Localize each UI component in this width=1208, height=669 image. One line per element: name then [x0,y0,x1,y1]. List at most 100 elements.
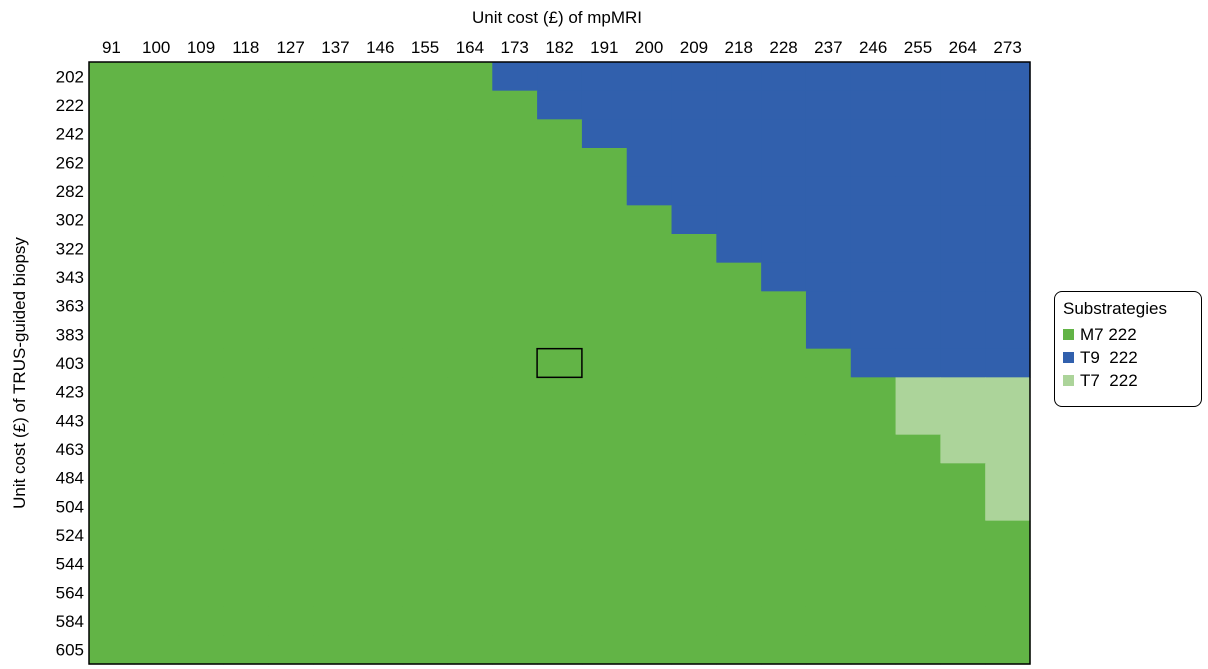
heatmap-cell [671,176,717,206]
heatmap-cell [178,262,225,292]
heatmap-cell [357,549,404,579]
heatmap-cell [89,205,135,235]
heatmap-cell [761,62,807,92]
heatmap-cell [940,520,986,550]
heatmap-cell [223,377,269,407]
x-tick-label: 246 [859,38,887,57]
heatmap-cell [805,320,852,350]
heatmap-cell [581,205,628,235]
heatmap-cell [89,492,135,522]
heatmap-cell [985,406,1031,436]
heatmap-cell [805,205,852,235]
heatmap-cell [716,463,762,493]
legend-swatch-t9 [1063,352,1074,363]
heatmap-cell [985,62,1031,92]
heatmap-cell [850,520,897,550]
heatmap-cell [805,406,852,436]
heatmap-cell [178,62,225,92]
heatmap-cell [716,492,762,522]
heatmap-cell [537,492,583,522]
heatmap-cell [447,520,493,550]
heatmap-cell [492,320,538,350]
heatmap-cell [716,606,762,636]
heatmap-cell [178,406,225,436]
heatmap-cell [447,262,493,292]
heatmap-cell [581,434,628,464]
heatmap-cell [313,205,359,235]
heatmap-cell [133,176,180,206]
heatmap-cell [985,291,1031,321]
heatmap-cell [761,348,807,378]
heatmap-cell [805,520,852,550]
heatmap-cell [223,434,269,464]
heatmap-cell [537,119,583,149]
heatmap-cell [671,520,717,550]
heatmap-cell [985,578,1031,608]
y-tick-label: 242 [56,125,84,144]
heatmap-cell [671,578,717,608]
heatmap-cell [805,90,852,120]
heatmap-cell [447,62,493,92]
heatmap-cell [716,406,762,436]
heatmap-cell [850,234,897,264]
heatmap-cell [313,635,359,665]
heatmap-cell [895,291,941,321]
heatmap-cell [850,176,897,206]
x-tick-label: 191 [590,38,618,57]
heatmap-cell [447,119,493,149]
heatmap-cell [626,377,673,407]
heatmap-cell [761,492,807,522]
heatmap-cell [895,606,941,636]
heatmap-cell [89,434,135,464]
heatmap-cell [671,234,717,264]
heatmap-cell [805,549,852,579]
heatmap-cell [402,549,449,579]
heatmap-cell [402,148,449,178]
heatmap-cell [537,262,583,292]
heatmap-cell [850,434,897,464]
heatmap-cell [985,90,1031,120]
heatmap-cell [89,578,135,608]
heatmap-cell [89,262,135,292]
heatmap-cell [402,262,449,292]
heatmap-cell [581,520,628,550]
heatmap-cell [940,635,986,665]
heatmap-cell [671,635,717,665]
heatmap-cell [850,90,897,120]
y-tick-labels: 202 222 242 262 282 302 322 343 363 383 403 423 443 4… [56,67,84,659]
heatmap-cell [357,234,404,264]
heatmap-cell [581,348,628,378]
heatmap-cell [268,635,314,665]
heatmap-cell [716,62,762,92]
heatmap-cell [268,262,314,292]
heatmap-cell [985,492,1031,522]
heatmap-cell [985,176,1031,206]
legend-entry-m7: M7 222 [1063,323,1201,346]
heatmap-cell [268,205,314,235]
heatmap-cell [805,62,852,92]
heatmap-cell [357,176,404,206]
heatmap-cell [626,62,673,92]
heatmap-cell [581,606,628,636]
heatmap-cell [626,205,673,235]
heatmap-cell [895,320,941,350]
heatmap-cell [223,406,269,436]
heatmap-cell [223,549,269,579]
heatmap-cell [850,635,897,665]
x-tick-label: 218 [725,38,753,57]
heatmap-cell [716,262,762,292]
heatmap-cell [402,348,449,378]
y-tick-label: 222 [56,96,84,115]
heatmap-cell [850,606,897,636]
heatmap-cell [178,291,225,321]
heatmap-cell [223,606,269,636]
heatmap-cell [850,291,897,321]
heatmap-cell [268,176,314,206]
heatmap-cell [313,291,359,321]
heatmap-cell [537,291,583,321]
heatmap-cell [537,148,583,178]
heatmap-cell [447,205,493,235]
heatmap-cell [940,320,986,350]
heatmap-cell [985,434,1031,464]
heatmap-cell [447,320,493,350]
